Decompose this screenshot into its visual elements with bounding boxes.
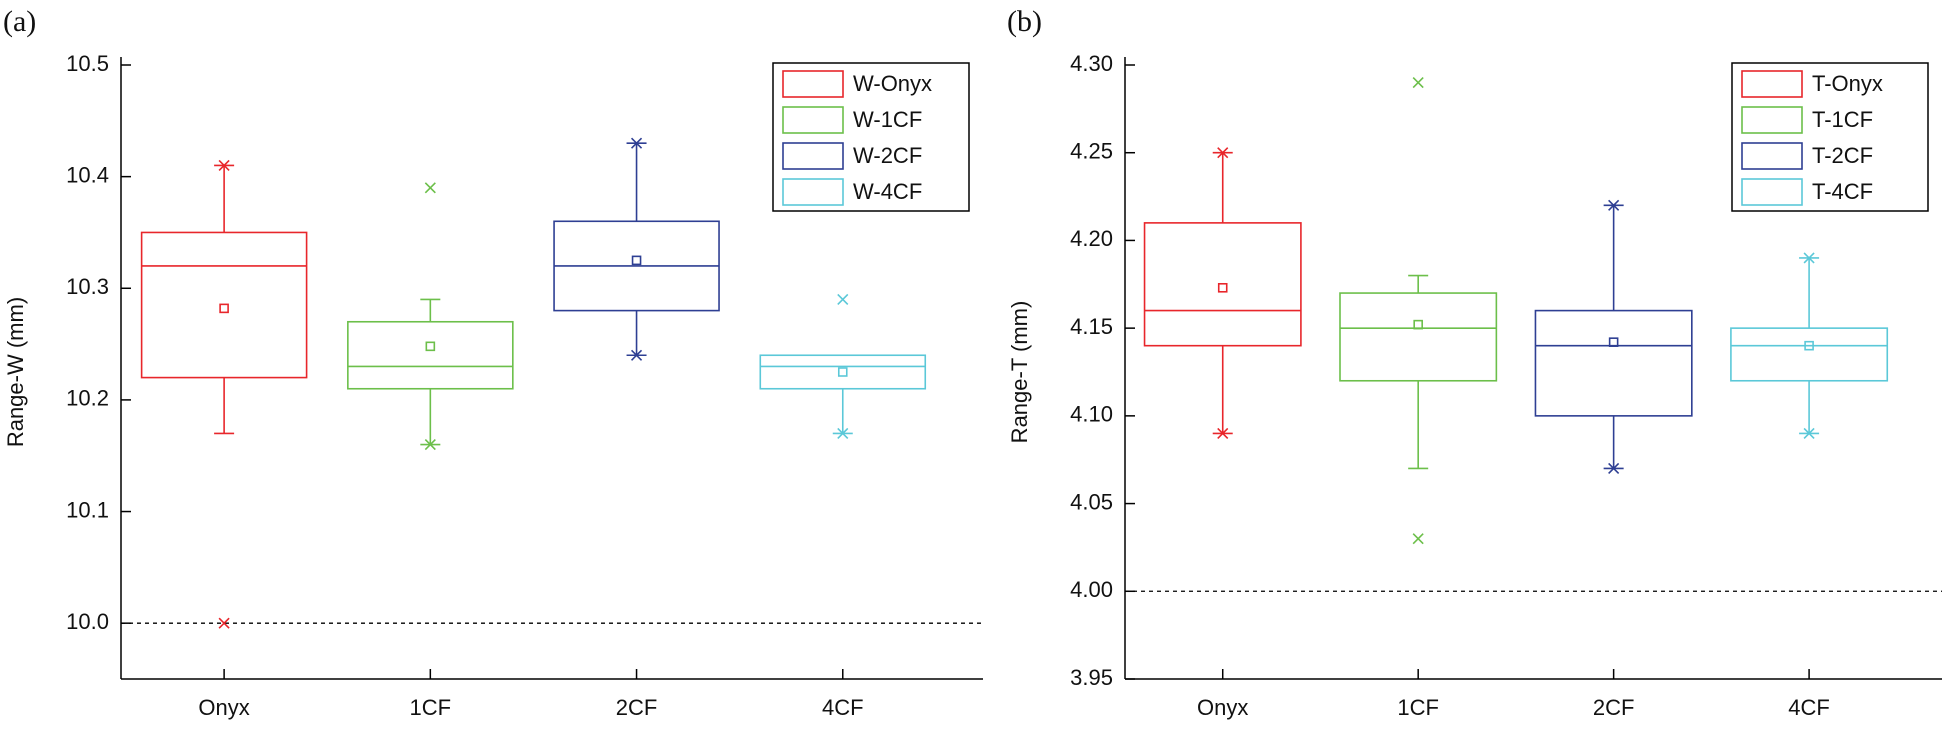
extreme-marker: [218, 617, 230, 629]
mean: [1608, 337, 1619, 347]
extreme-marker: [1412, 533, 1424, 545]
extreme-marker: [1803, 252, 1815, 264]
legend-label: T-4CF: [1812, 179, 1873, 204]
legend-label: W-1CF: [853, 107, 922, 132]
x-tick-label: 1CF: [410, 695, 452, 720]
y-tick-label: 4.10: [1070, 402, 1113, 427]
x-tick-label: 2CF: [616, 695, 658, 720]
mean: [631, 255, 642, 266]
box: [347, 320, 514, 390]
legend-swatch: [782, 142, 844, 170]
mean: [1804, 340, 1814, 351]
extreme-marker: [424, 182, 436, 194]
legend-swatch: [1741, 106, 1803, 134]
extreme-marker: [1217, 427, 1229, 439]
y-tick-label: 10.5: [66, 51, 109, 76]
extreme-marker: [630, 137, 643, 149]
legend-label: T-1CF: [1812, 107, 1873, 132]
legend-label: T-Onyx: [1812, 71, 1883, 96]
legend-swatch: [782, 106, 844, 134]
box: [1730, 327, 1889, 382]
extreme-marker: [1217, 147, 1229, 159]
legend-label: W-Onyx: [853, 71, 932, 96]
x-tick-label: 2CF: [1593, 695, 1635, 720]
legend-swatch: [1741, 142, 1803, 170]
y-tick-label: 4.20: [1070, 226, 1113, 251]
legend-label: T-2CF: [1812, 143, 1873, 168]
legend-frame: [772, 62, 970, 212]
x-tick-label: 4CF: [822, 695, 864, 720]
legend-swatch: [782, 178, 844, 206]
y-axis-label: Range-T (mm): [1007, 301, 1032, 444]
y-tick-label: 4.05: [1070, 489, 1113, 514]
mean: [1413, 319, 1423, 330]
extreme-marker: [630, 349, 643, 361]
extreme-marker: [1412, 76, 1424, 89]
legend-label: W-4CF: [853, 179, 922, 204]
extreme-marker: [1803, 427, 1815, 439]
y-tick-label: 10.4: [66, 162, 109, 187]
y-tick-label: 10.1: [66, 497, 109, 522]
extreme-marker: [837, 293, 849, 306]
y-tick-label: 4.30: [1070, 51, 1113, 76]
extreme-marker: [424, 438, 436, 451]
y-tick-label: 10.2: [66, 386, 109, 411]
box: [759, 354, 927, 390]
legend-label: W-2CF: [853, 143, 922, 168]
panel-label: (a): [3, 5, 36, 38]
y-tick-label: 4.00: [1070, 577, 1113, 602]
extreme-marker: [837, 427, 849, 439]
box: [1143, 222, 1302, 347]
x-tick-label: Onyx: [1197, 695, 1248, 720]
y-axis-label: Range-W (mm): [3, 297, 28, 447]
box: [1534, 309, 1693, 417]
box: [1339, 292, 1498, 382]
extreme-marker: [1608, 462, 1620, 475]
legend-swatch: [1741, 178, 1803, 206]
y-tick-label: 4.25: [1070, 139, 1113, 164]
box: [140, 231, 308, 379]
x-tick-label: 1CF: [1397, 695, 1439, 720]
y-tick-label: 4.15: [1070, 314, 1113, 339]
x-tick-label: 4CF: [1788, 695, 1830, 720]
extreme-marker: [218, 159, 230, 172]
mean: [219, 303, 229, 314]
legend-swatch: [1741, 70, 1803, 98]
mean: [837, 367, 848, 377]
legend-frame: [1731, 62, 1929, 212]
x-tick-label: Onyx: [198, 695, 249, 720]
legend-swatch: [782, 70, 844, 98]
extreme-marker: [1608, 199, 1620, 211]
y-tick-label: 10.3: [66, 274, 109, 299]
panel-label: (b): [1007, 5, 1042, 38]
y-tick-label: 10.0: [66, 609, 109, 634]
mean: [425, 341, 436, 352]
mean: [1217, 282, 1228, 293]
y-tick-label: 3.95: [1070, 665, 1113, 690]
